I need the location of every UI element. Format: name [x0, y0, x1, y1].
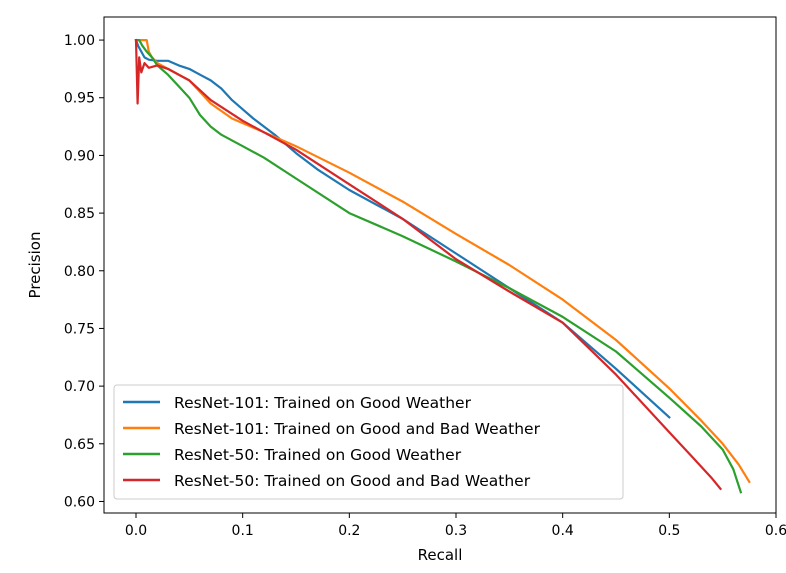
y-tick-label: 0.65 — [64, 437, 95, 453]
legend-label-2: ResNet-101: Trained on Good and Bad Weat… — [174, 420, 541, 438]
y-axis-ticks: 0.60 0.65 0.70 0.75 0.80 0.85 0.90 0.95 1.00 — [64, 33, 104, 510]
y-tick-label: 0.75 — [64, 321, 95, 337]
x-tick-label: 0.5 — [658, 523, 680, 539]
y-tick-label: 0.70 — [64, 379, 95, 395]
y-tick-label: 0.80 — [64, 264, 95, 280]
x-axis-label: Recall — [418, 546, 463, 564]
legend-label-3: ResNet-50: Trained on Good Weather — [174, 446, 462, 464]
legend: ResNet-101: Trained on Good Weather ResNe… — [113, 384, 624, 500]
y-tick-label: 0.90 — [64, 148, 95, 164]
x-axis-ticks: 0.0 0.1 0.2 0.3 0.4 0.5 0.6 — [125, 513, 786, 539]
y-tick-label: 0.85 — [64, 206, 95, 222]
legend-box — [113, 384, 624, 500]
series-line-1 — [134, 38, 671, 419]
y-tick-label: 1.00 — [64, 33, 95, 49]
x-tick-label: 0.1 — [232, 523, 254, 539]
series-lines — [134, 38, 751, 494]
x-tick-label: 0.6 — [765, 523, 786, 539]
x-tick-label: 0.2 — [338, 523, 360, 539]
series-line-4 — [134, 38, 723, 491]
x-tick-label: 0.3 — [445, 523, 467, 539]
legend-label-4: ResNet-50: Trained on Good and Bad Weath… — [174, 472, 531, 490]
x-tick-label: 0.4 — [552, 523, 574, 539]
y-axis-label: Precision — [26, 232, 44, 299]
series-line-3 — [134, 38, 743, 494]
y-tick-label: 0.95 — [64, 91, 95, 107]
y-tick-label: 0.60 — [64, 494, 95, 510]
legend-label-1: ResNet-101: Trained on Good Weather — [174, 394, 472, 412]
axes-frame — [103, 16, 777, 514]
x-tick-label: 0.0 — [125, 523, 147, 539]
